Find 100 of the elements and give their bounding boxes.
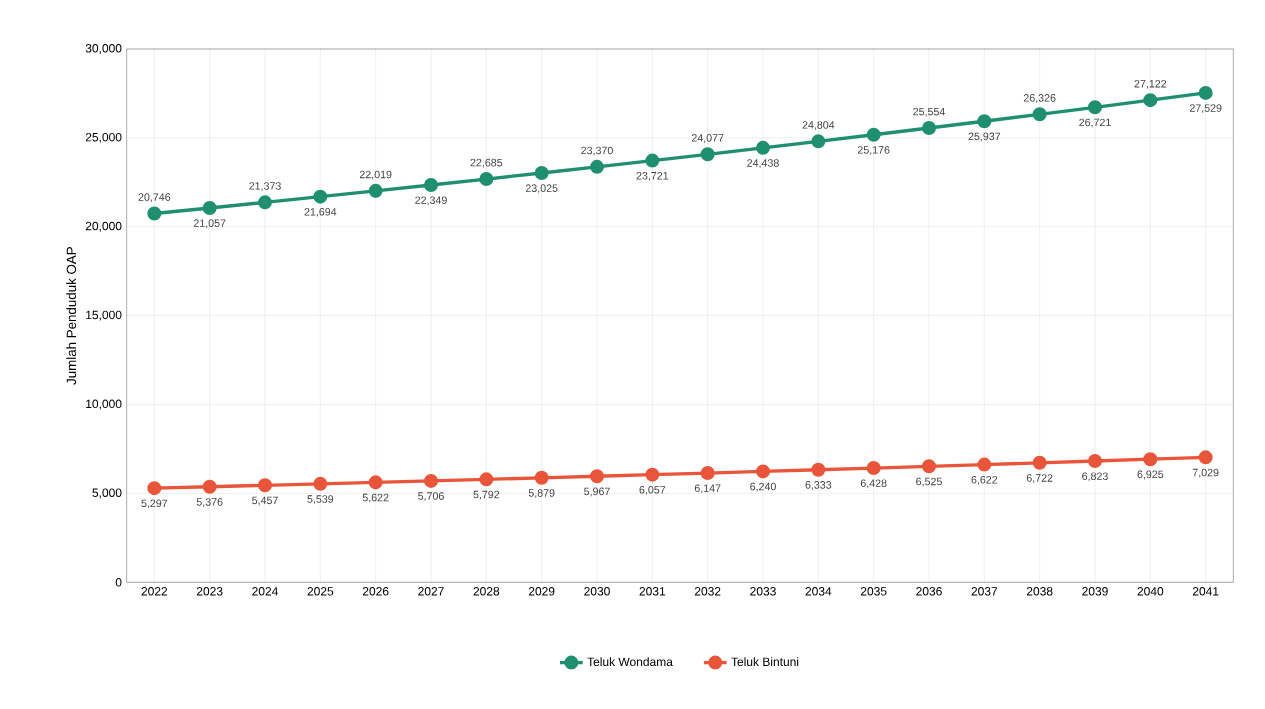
data-label: 23,721 xyxy=(636,172,669,181)
data-label: 5,376 xyxy=(196,498,223,507)
data-label: 6,823 xyxy=(1082,472,1108,482)
data-label: 20,746 xyxy=(138,193,171,203)
data-label: 6,428 xyxy=(860,479,887,489)
y-tick-label: 10,000 xyxy=(86,399,122,410)
data-label: 23,370 xyxy=(581,146,613,156)
point xyxy=(313,476,328,491)
point xyxy=(202,479,217,494)
data-label: 21,057 xyxy=(193,219,226,229)
point xyxy=(700,147,715,162)
point xyxy=(700,466,715,481)
data-label: 21,373 xyxy=(249,182,281,191)
data-label: 5,967 xyxy=(584,487,610,497)
point xyxy=(866,461,881,476)
point xyxy=(1087,100,1102,115)
point xyxy=(368,183,383,198)
data-label: 5,706 xyxy=(418,492,444,502)
point xyxy=(756,140,770,155)
point xyxy=(147,481,162,496)
y-tick-label: 0 xyxy=(115,578,122,587)
point xyxy=(977,114,992,129)
x-tick-label: 2041 xyxy=(1192,587,1219,596)
data-label: 23,025 xyxy=(525,184,558,194)
point xyxy=(147,206,162,221)
data-label: 6,722 xyxy=(1026,474,1053,483)
data-label: 24,077 xyxy=(691,134,724,143)
point xyxy=(922,459,937,474)
data-label: 27,529 xyxy=(1189,104,1222,114)
point xyxy=(590,159,605,174)
point xyxy=(1198,85,1213,100)
data-label: 6,057 xyxy=(639,486,666,495)
data-label: 5,622 xyxy=(362,493,389,503)
point xyxy=(1143,93,1158,108)
x-tick-label: 2033 xyxy=(750,587,776,596)
x-tick-label: 2022 xyxy=(141,587,168,596)
data-label: 6,622 xyxy=(971,475,998,485)
point xyxy=(424,178,439,193)
point xyxy=(258,478,273,493)
data-label: 5,297 xyxy=(141,499,168,509)
data-label: 5,879 xyxy=(528,489,555,498)
x-tick-label: 2040 xyxy=(1137,587,1164,596)
point xyxy=(1032,107,1047,122)
legend-label: Teluk Bintuni xyxy=(731,657,799,667)
point xyxy=(479,172,494,187)
point xyxy=(534,470,549,485)
legend-label: Teluk Wondama xyxy=(587,657,673,667)
point xyxy=(1198,450,1213,465)
data-label: 22,685 xyxy=(470,158,503,168)
x-tick-label: 2032 xyxy=(694,587,721,596)
point xyxy=(202,200,217,215)
data-label: 22,019 xyxy=(359,170,392,180)
point xyxy=(811,134,826,149)
y-tick-label: 15,000 xyxy=(86,310,122,321)
point xyxy=(424,473,439,488)
x-tick-label: 2028 xyxy=(473,587,500,596)
x-tick-label: 2036 xyxy=(916,587,942,596)
data-label: 24,804 xyxy=(802,121,835,130)
point xyxy=(534,165,549,180)
point xyxy=(756,464,770,479)
data-label: 6,925 xyxy=(1137,470,1164,480)
x-tick-label: 2029 xyxy=(528,587,555,596)
y-tick-label: 25,000 xyxy=(85,132,122,143)
data-label: 6,525 xyxy=(916,477,942,487)
point xyxy=(645,467,660,482)
data-label: 7,029 xyxy=(1192,468,1219,478)
data-label: 25,176 xyxy=(857,146,890,155)
point xyxy=(258,195,273,210)
data-label: 6,333 xyxy=(805,481,832,490)
x-tick-label: 2025 xyxy=(307,587,334,596)
data-label: 27,122 xyxy=(1134,79,1167,89)
point xyxy=(1143,452,1158,467)
y-tick-label: 20,000 xyxy=(85,221,122,232)
x-tick-label: 2026 xyxy=(362,587,389,596)
data-label: 25,937 xyxy=(968,132,1001,142)
data-label: 6,240 xyxy=(750,482,776,492)
data-label: 6,147 xyxy=(694,484,721,494)
x-tick-label: 2038 xyxy=(1026,587,1053,596)
x-tick-label: 2039 xyxy=(1082,587,1108,596)
y-axis-title: Jumlah Penduduk OAP xyxy=(66,247,77,385)
data-label: 24,438 xyxy=(747,159,779,169)
data-label: 5,457 xyxy=(252,496,278,506)
x-tick-label: 2031 xyxy=(639,587,666,596)
point xyxy=(590,469,605,484)
data-label: 22,349 xyxy=(415,196,447,206)
data-label: 5,792 xyxy=(473,490,500,500)
point xyxy=(922,121,937,136)
point xyxy=(1032,455,1047,470)
x-tick-label: 2030 xyxy=(584,587,610,596)
x-tick-label: 2037 xyxy=(971,587,998,596)
point xyxy=(645,153,660,168)
point xyxy=(313,189,328,204)
x-tick-label: 2027 xyxy=(418,587,444,596)
y-tick-label: 5,000 xyxy=(92,488,122,499)
data-label: 5,539 xyxy=(307,495,334,505)
data-label: 26,326 xyxy=(1023,94,1056,103)
x-tick-label: 2035 xyxy=(860,587,887,596)
x-tick-label: 2024 xyxy=(252,587,278,596)
point xyxy=(866,127,881,142)
point xyxy=(479,472,494,487)
